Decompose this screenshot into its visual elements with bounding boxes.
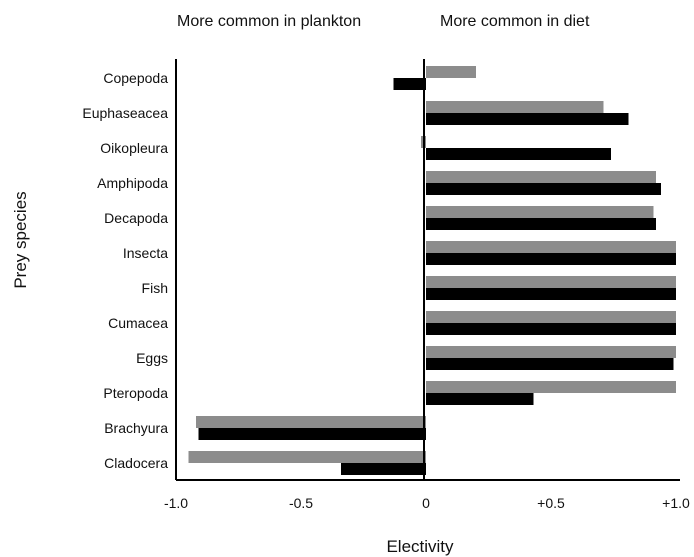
x-axis-label: Electivity [386,537,454,556]
category-label-brachyura: Brachyura [104,420,168,436]
x-tick-label: -0.5 [289,495,313,511]
bar-decapoda-series-2 [426,218,656,230]
category-label-copepoda: Copepoda [103,70,168,86]
bar-oikopleura-series-2 [426,148,611,160]
bar-copepoda-series-1 [426,66,476,78]
bar-brachyura-series-2 [198,428,426,440]
bar-amphipoda-series-1 [426,171,656,183]
category-label-pteropoda: Pteropoda [103,385,168,401]
x-tick-label: +0.5 [537,495,565,511]
bar-cumacea-series-1 [426,311,676,323]
annotation-left: More common in plankton [177,13,361,30]
annotation-right: More common in diet [440,13,590,30]
bar-cumacea-series-2 [426,323,676,335]
bar-euphaseacea-series-1 [426,101,604,113]
bar-eggs-series-1 [426,346,676,358]
category-label-eggs: Eggs [136,350,168,366]
bar-copepoda-series-2 [393,78,426,90]
category-label-decapoda: Decapoda [104,210,168,226]
bar-cladocera-series-2 [341,463,426,475]
bar-eggs-series-2 [426,358,674,370]
x-tick-label: +1.0 [662,495,690,511]
category-labels: Copepoda Euphaseacea Oikopleura Amphipoda De… [82,70,168,471]
category-label-cumacea: Cumacea [108,315,168,331]
category-label-euphaseacea: Euphaseacea [82,105,168,121]
category-label-fish: Fish [142,280,168,296]
bar-cladocera-series-1 [188,451,426,463]
bar-fish-series-1 [426,276,676,288]
y-axis-label: Prey species [11,191,30,288]
bar-brachyura-series-1 [196,416,426,428]
bar-pteropoda-series-1 [426,381,676,393]
bar-insecta-series-1 [426,241,676,253]
bar-fish-series-2 [426,288,676,300]
bar-amphipoda-series-2 [426,183,661,195]
bar-euphaseacea-series-2 [426,113,629,125]
bar-insecta-series-2 [426,253,676,265]
category-label-cladocera: Cladocera [104,455,168,471]
category-label-oikopleura: Oikopleura [100,140,168,156]
category-label-amphipoda: Amphipoda [97,175,168,191]
x-tick-label: 0 [422,495,430,511]
bar-pteropoda-series-2 [426,393,534,405]
x-tick-label: -1.0 [164,495,188,511]
bar-decapoda-series-1 [426,206,654,218]
x-tick-labels: -1.0 -0.5 0 +0.5 +1.0 [164,495,690,511]
bars-group [188,66,676,475]
category-label-insecta: Insecta [123,245,168,261]
